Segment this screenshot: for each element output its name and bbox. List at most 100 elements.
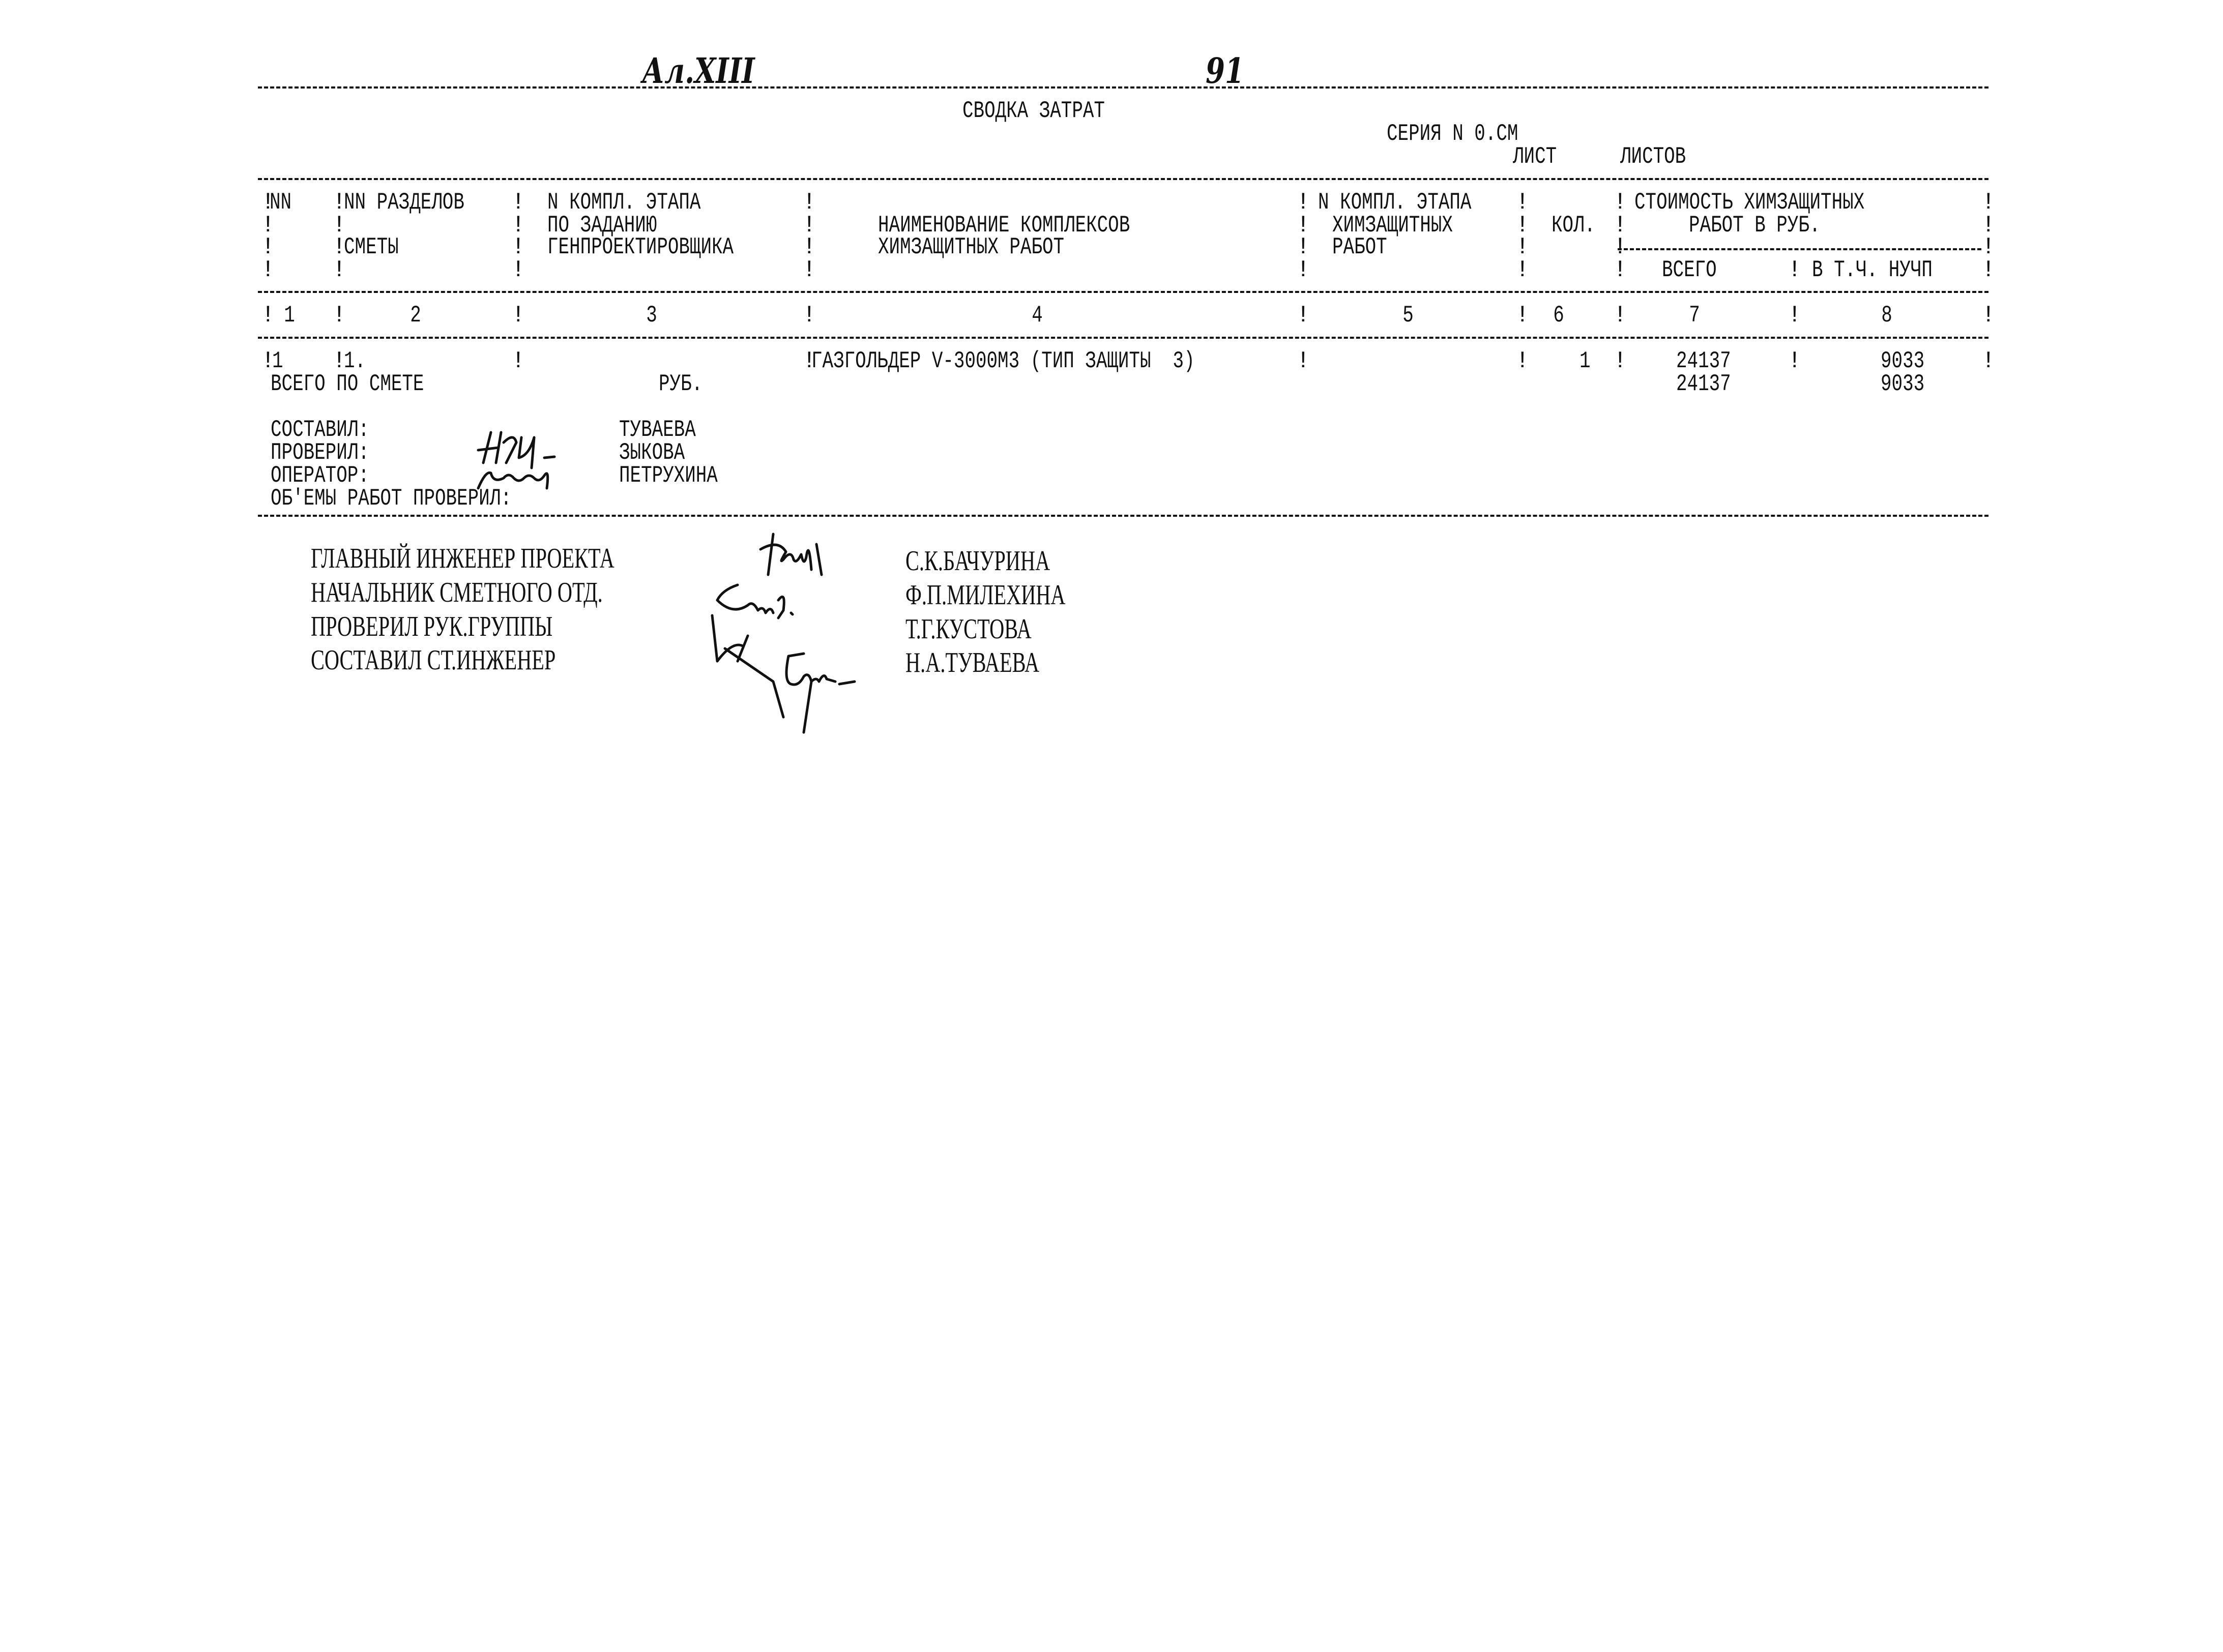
header-sections-line2: СМЕТЫ (344, 234, 399, 260)
column-separator (511, 258, 525, 282)
header-nuchp: В Т.Ч. НУЧП (1812, 257, 1933, 283)
table-top-border (258, 178, 1988, 180)
column-separator (511, 349, 525, 373)
page-number-handwritten: 91 (1206, 51, 1244, 92)
sheet-label: ЛИСТ (1513, 143, 1557, 170)
divider (258, 515, 1988, 517)
row-nuchp: 9033 (1881, 348, 1925, 374)
column-separator (332, 258, 346, 282)
column-separator (802, 258, 816, 282)
header-stage-chem: N КОМПЛ. ЭТАПА (1318, 189, 1472, 216)
approval-name: Ф.П.МИЛЕХИНА (905, 579, 1066, 611)
column-separator (802, 304, 816, 327)
header-total: ВСЕГО (1662, 257, 1717, 283)
column-separator (1981, 191, 1996, 214)
signoff-role: ОПЕРАТОР: (271, 462, 369, 489)
column-number: 6 (1553, 302, 1564, 329)
signoff-role: ОБ'ЕМЫ РАБОТ ПРОВЕРИЛ: (271, 485, 512, 512)
header-stage-chem-line2: ХИМЗАЩИТНЫХ (1332, 212, 1453, 239)
column-number: 3 (646, 302, 657, 329)
column-separator (1613, 191, 1627, 214)
column-number: 4 (1032, 302, 1043, 329)
column-separator (1515, 349, 1530, 373)
column-separator (511, 304, 525, 327)
sheets-label: ЛИСТОВ (1620, 143, 1686, 170)
column-separator (261, 349, 275, 373)
column-number: 7 (1689, 302, 1700, 329)
approval-name: С.К.БАЧУРИНА (905, 545, 1050, 577)
column-separator (1981, 304, 1996, 327)
column-separator (1788, 349, 1802, 373)
series-label: СЕРИЯ N 0.СМ (1387, 121, 1518, 147)
approval-role: ПРОВЕРИЛ РУК.ГРУППЫ (311, 611, 553, 642)
header-cost: СТОИМОСТЬ ХИМЗАЩИТНЫХ (1634, 189, 1865, 216)
column-separator (332, 304, 346, 327)
column-separator (511, 235, 525, 259)
column-separator (1981, 349, 1996, 373)
approval-role: НАЧАЛЬНИК СМЕТНОГО ОТД. (311, 577, 603, 608)
column-number: 5 (1402, 302, 1414, 329)
totals-nuchp: 9033 (1881, 371, 1925, 397)
column-separator (332, 235, 346, 259)
divider (258, 291, 1988, 293)
totals-label: ВСЕГО ПО СМЕТЕ (271, 371, 424, 397)
signoff-role: ПРОВЕРИЛ: (271, 439, 369, 466)
document-title: СВОДКА ЗАТРАТ (962, 98, 1105, 124)
column-separator (1788, 304, 1802, 327)
column-number: 1 (284, 302, 295, 329)
header-stage-gp-line3: ГЕНПРОЕКТИРОВЩИКА (547, 234, 734, 260)
column-number: 8 (1881, 302, 1892, 329)
totals-total: 24137 (1676, 371, 1731, 397)
column-separator (1613, 258, 1627, 282)
approval-signatures (711, 533, 856, 734)
column-separator (1613, 349, 1627, 373)
header-cost-line2: РАБОТ В РУБ. (1689, 212, 1821, 239)
header-qty: КОЛ. (1552, 212, 1596, 239)
header-complex-name: НАИМЕНОВАНИЕ КОМПЛЕКСОВ (878, 212, 1130, 239)
column-separator (1515, 191, 1530, 214)
divider (258, 337, 1988, 339)
column-separator (332, 191, 346, 214)
signoff-name: ПЕТРУХИНА (619, 462, 718, 489)
column-separator (1515, 235, 1530, 259)
column-separator (261, 258, 275, 282)
handwritten-signature (477, 431, 556, 490)
divider (258, 86, 1988, 88)
column-separator (1981, 235, 1996, 259)
header-stage-chem-line3: РАБОТ (1332, 234, 1387, 260)
column-separator (1613, 304, 1627, 327)
signoff-name: ЗЫКОВА (619, 439, 685, 466)
row-name: ГАЗГОЛЬДЕР V-3000М3 (ТИП ЗАЩИТЫ 3) (811, 348, 1195, 374)
header-stage-gp-line2: ПО ЗАДАНИЮ (547, 212, 657, 239)
column-separator (1296, 258, 1310, 282)
column-separator (1296, 191, 1310, 214)
column-separator (511, 191, 525, 214)
column-separator (261, 304, 275, 327)
header-complex-name-line2: ХИМЗАЩИТНЫХ РАБОТ (878, 234, 1065, 260)
approval-name: Н.А.ТУВАЕВА (905, 647, 1040, 678)
signoff-name: ТУВАЕВА (619, 417, 696, 443)
totals-unit: РУБ. (659, 371, 703, 397)
column-separator (1515, 258, 1530, 282)
header-stage-gp: N КОМПЛ. ЭТАПА (547, 189, 701, 216)
column-separator (1296, 235, 1310, 259)
signoff-role: СОСТАВИЛ: (271, 417, 369, 443)
column-separator (1613, 235, 1627, 259)
header-sections: NN РАЗДЕЛОВ (344, 189, 464, 216)
column-number: 2 (410, 302, 421, 329)
approval-role: ГЛАВНЫЙ ИНЖЕНЕР ПРОЕКТА (311, 543, 615, 574)
approval-role: СОСТАВИЛ СТ.ИНЖЕНЕР (311, 644, 556, 676)
column-separator (261, 191, 275, 214)
column-separator (332, 349, 346, 373)
row-section: 1. (344, 348, 366, 374)
column-separator (1515, 304, 1530, 327)
column-separator (1296, 349, 1310, 373)
column-separator (802, 235, 816, 259)
column-separator (802, 349, 816, 373)
cost-subdivider (1618, 248, 1981, 250)
approval-name: Т.Г.КУСТОВА (905, 613, 1032, 645)
column-separator (261, 235, 275, 259)
album-handwritten-mark: Ал.XIII (642, 51, 755, 92)
column-separator (1296, 304, 1310, 327)
column-separator (1981, 258, 1996, 282)
